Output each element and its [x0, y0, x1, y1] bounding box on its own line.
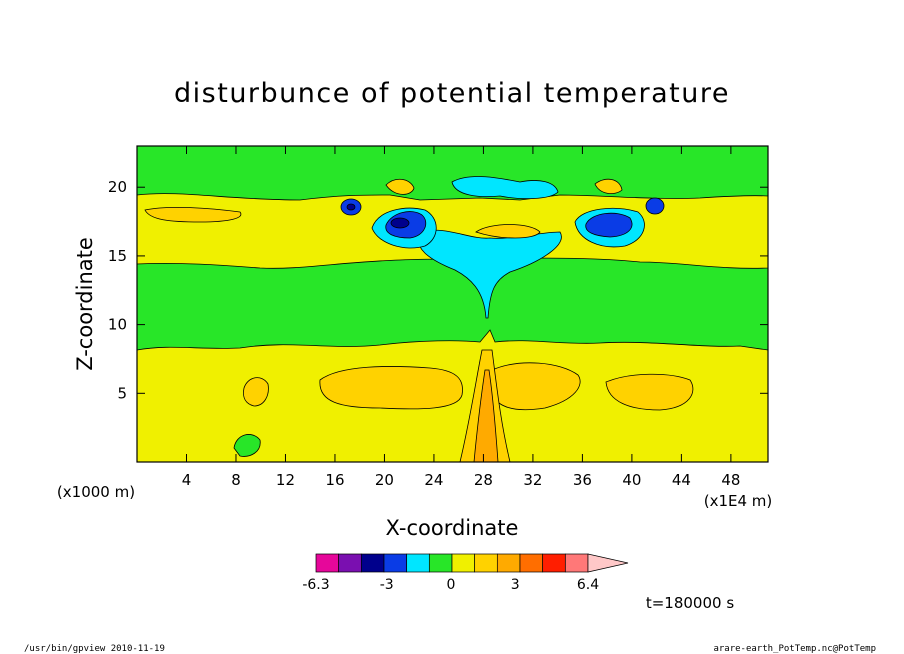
warm-anomaly-left: [319, 366, 463, 410]
time-annotation: t=180000 s: [646, 594, 734, 612]
x-tick-label: 16: [325, 471, 344, 489]
warm-blob-upper-center: [475, 224, 541, 239]
colorbar: -6.3 -3 0 3 6.4: [302, 553, 629, 593]
x-tick-label: 48: [721, 471, 740, 489]
x-unit-label: (x1000 m): [57, 483, 135, 501]
y-axis: 5 10 15 20: [108, 178, 768, 402]
x-scale-label: (x1E4 m): [704, 492, 773, 510]
warm-blob-upper-left: [385, 178, 415, 195]
colorbar-segment: [564, 553, 589, 573]
central-streak-inner: [473, 369, 499, 462]
colorbar-segment: [428, 553, 453, 573]
cold-core-small-left-inner: [346, 203, 356, 211]
warm-strip-left: [144, 206, 242, 223]
x-axis-label: X-coordinate: [386, 516, 519, 540]
cyan-top: [451, 176, 559, 200]
plot-frame: [136, 145, 769, 463]
x-tick-label: 28: [474, 471, 493, 489]
y-tick-label: 5: [117, 384, 127, 402]
central-cold-stem: [417, 229, 562, 319]
colorbar-tick-label: 3: [511, 577, 520, 593]
x-tick-label: 32: [523, 471, 542, 489]
y-axis-label: Z-coordinate: [73, 237, 97, 371]
green-patch-bottom-left: [233, 434, 261, 457]
x-tick-label: 12: [276, 471, 295, 489]
colorbar-tick-label: -6.3: [302, 577, 329, 593]
colorbar-segment: [383, 553, 408, 573]
colorbar-segment: [338, 553, 362, 573]
colorbar-tick-label: 6.4: [577, 577, 599, 593]
x-axis: 4 8 12 16 20 24 28 32 36 40 44 48: [182, 146, 740, 489]
x-tick-label: 24: [424, 471, 443, 489]
warm-anomaly-far-left: [243, 377, 269, 407]
cold-core-right: [585, 212, 633, 238]
x-tick-label: 8: [231, 471, 241, 489]
cold-core-small-right: [645, 197, 665, 215]
colorbar-segment: [406, 553, 430, 573]
x-tick-label: 44: [672, 471, 691, 489]
colorbar-segment: [496, 553, 521, 573]
colorbar-segment: [451, 553, 476, 573]
chart-title: disturbunce of potential temperature: [174, 78, 730, 109]
y-tick-label: 20: [108, 178, 127, 196]
y-tick-label: 10: [108, 316, 127, 334]
footer-left: /usr/bin/gpview 2010-11-19: [24, 644, 165, 654]
colorbar-extend-arrow: [587, 553, 629, 573]
colorbar-tick-label: -3: [380, 577, 394, 593]
colorbar-segment: [519, 553, 544, 573]
colorbar-segment: [542, 553, 566, 573]
warm-anomaly-far-right: [605, 373, 694, 411]
y-tick-label: 15: [108, 247, 127, 265]
colorbar-segment: [360, 553, 385, 573]
colorbar-segment: [315, 553, 340, 573]
warm-anomaly-right: [491, 362, 581, 411]
x-tick-label: 36: [573, 471, 592, 489]
contour-field: [137, 146, 768, 462]
colorbar-segment: [474, 553, 498, 573]
x-tick-label: 40: [622, 471, 641, 489]
warm-blob-upper-right: [594, 178, 623, 195]
colorbar-tick-label: 0: [446, 577, 455, 593]
x-tick-label: 4: [182, 471, 192, 489]
x-tick-label: 20: [375, 471, 394, 489]
footer-right: arare-earth_PotTemp.nc@PotTemp: [713, 644, 876, 654]
cold-core-deep-left: [390, 217, 410, 229]
